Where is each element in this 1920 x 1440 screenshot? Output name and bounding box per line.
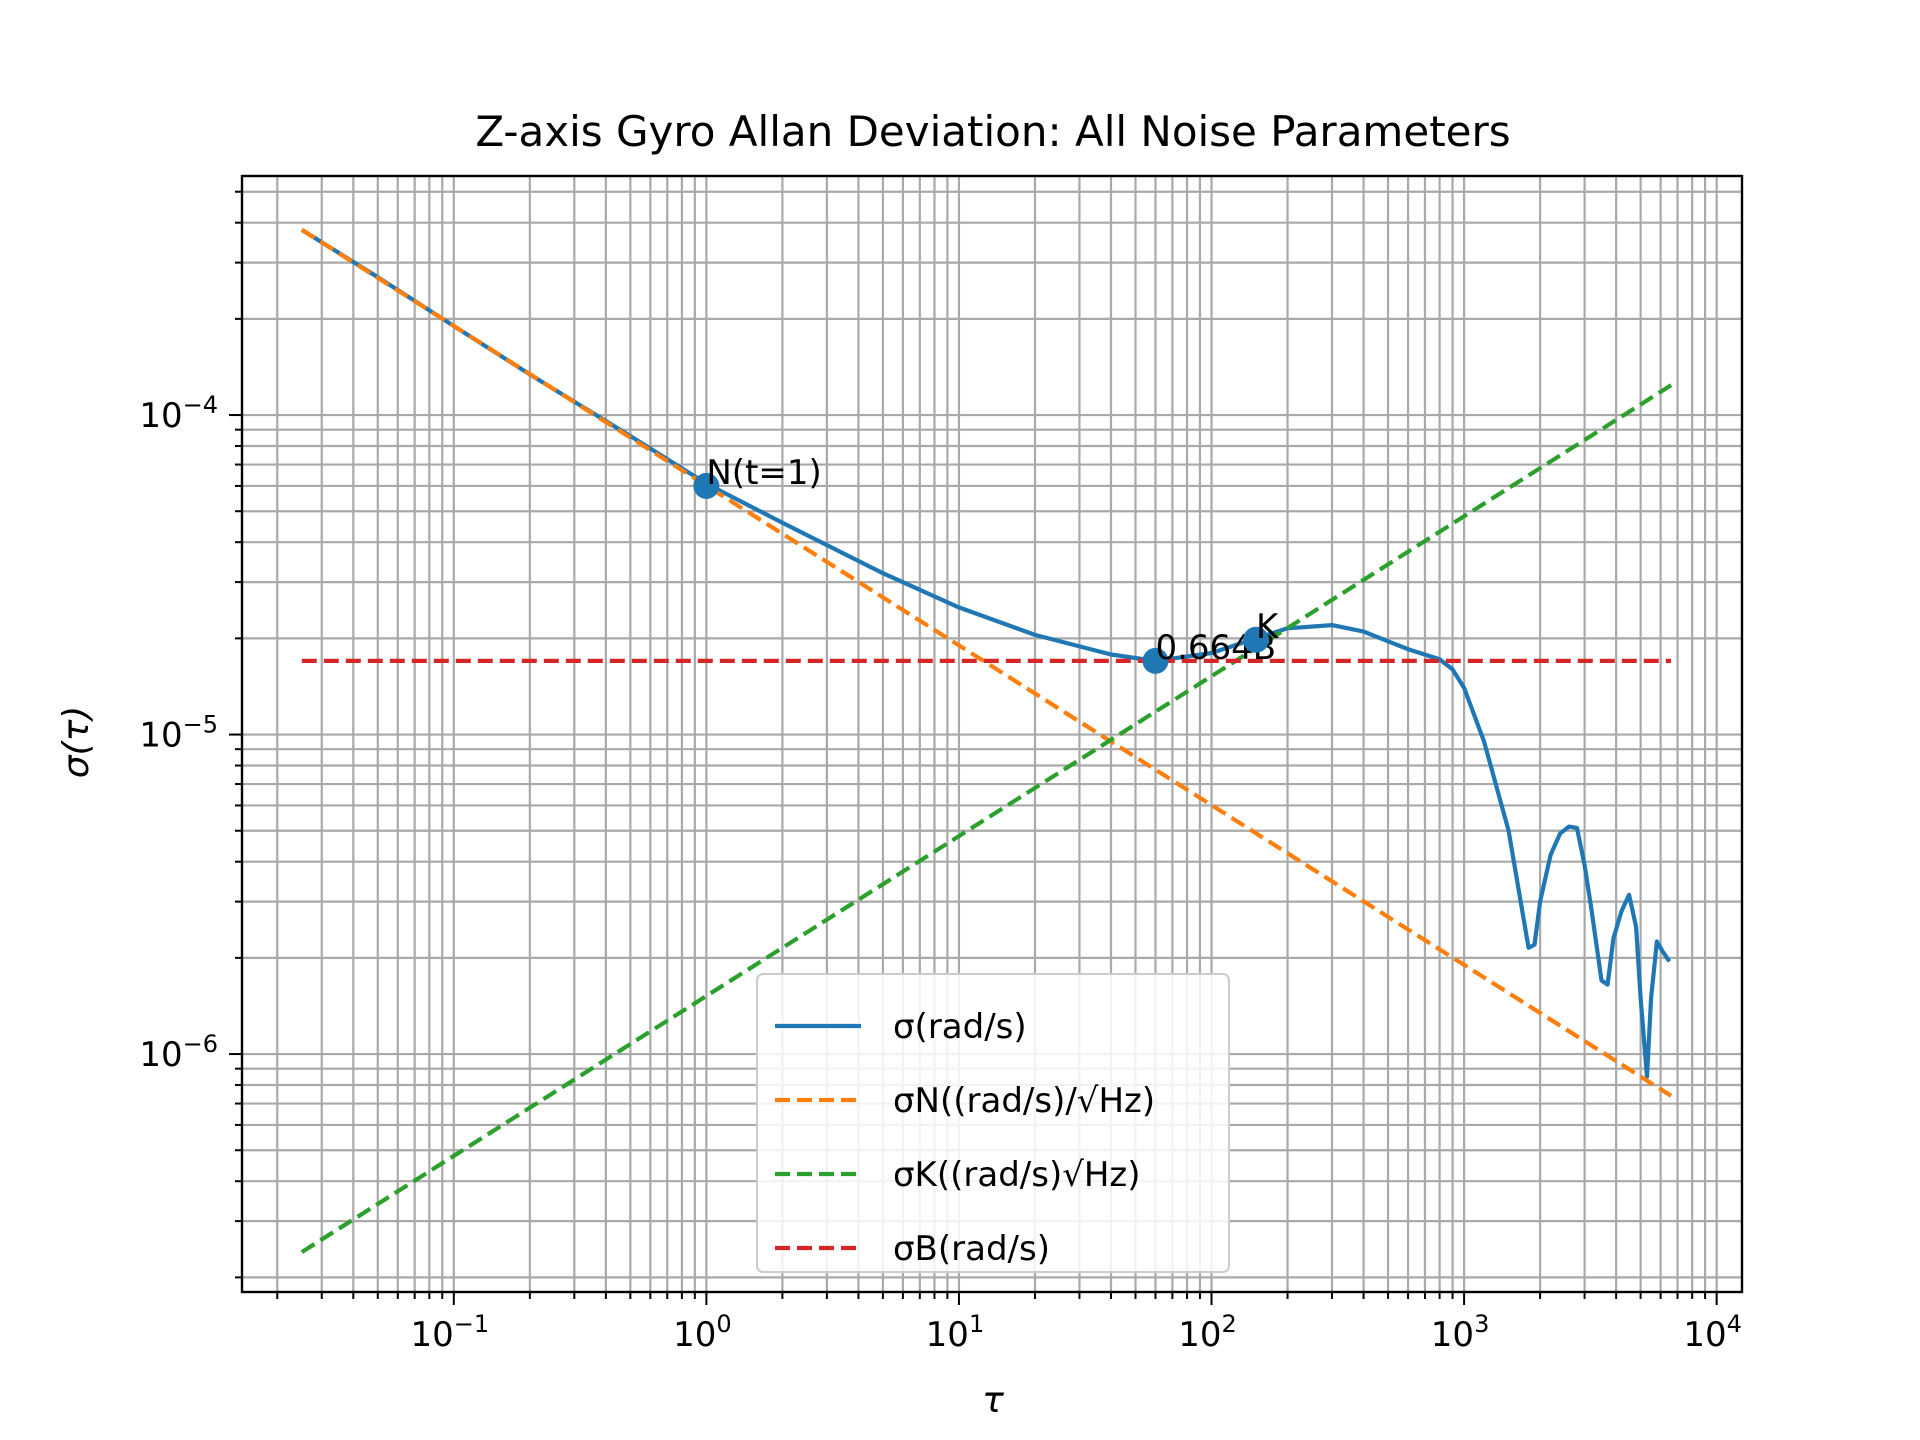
y-tick-label-0: 10−6 (139, 1030, 218, 1075)
x-tick-label-2: 101 (926, 1310, 985, 1355)
x-axis-label: τ (982, 1380, 1004, 1421)
chart-title: Z-axis Gyro Allan Deviation: All Noise P… (475, 107, 1510, 156)
ticks (229, 190, 1718, 1305)
y-axis-label: σ(τ) (56, 706, 97, 779)
legend: σ(rad/s) σN((rad/s)/√Hz) σK((rad/s)√Hz) σB(… (756, 973, 1230, 1273)
legend-label-1: σN((rad/s)/√Hz) (893, 1081, 1155, 1121)
x-tick-label-5: 104 (1683, 1310, 1742, 1355)
marker-label-2: K (1256, 607, 1280, 647)
data-series (300, 228, 1673, 1254)
series-line-0 (300, 228, 1672, 1079)
marker-point-1 (1142, 647, 1169, 674)
marker-point-0 (693, 472, 720, 499)
legend-label-2: σK((rad/s)√Hz) (893, 1155, 1141, 1195)
y-tick-label-2: 10−4 (139, 391, 218, 436)
marker-point-2 (1242, 626, 1269, 653)
legend-label-3: σB(rad/s) (893, 1229, 1050, 1269)
legend-box (756, 973, 1230, 1273)
marker-label-0: N(t=1) (706, 453, 821, 493)
legend-label-0: σ(rad/s) (893, 1007, 1027, 1047)
x-tick-label-0: 10−1 (410, 1310, 489, 1355)
y-tick-label-1: 10−5 (139, 711, 218, 756)
series-line-2 (300, 383, 1673, 1254)
x-tick-label-3: 102 (1178, 1310, 1237, 1355)
x-tick-label-4: 103 (1431, 1310, 1490, 1355)
series-line-1 (300, 228, 1673, 1098)
x-tick-label-1: 100 (673, 1310, 732, 1355)
